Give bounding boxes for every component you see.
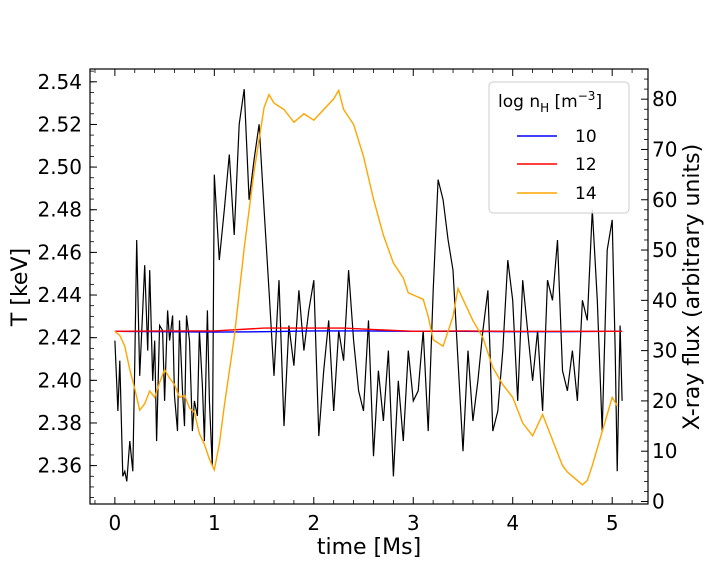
y-left-tick-label: 2.54 bbox=[37, 70, 82, 94]
x-tick-label: 2 bbox=[307, 511, 320, 535]
legend-title-sub: H bbox=[540, 101, 549, 115]
legend-title-sup: −3 bbox=[578, 89, 596, 103]
x-tick-label: 1 bbox=[208, 511, 221, 535]
series-line-xray-flux bbox=[114, 89, 623, 482]
axis-ticks: 0 1 2 3 4 52.362.382.402.422.442.462.482.502.… bbox=[37, 69, 677, 535]
x-tick-label: 4 bbox=[506, 511, 519, 535]
y-right-tick-label: 20 bbox=[652, 389, 677, 413]
series-line-12 bbox=[114, 327, 623, 333]
y-right-tick-label: 30 bbox=[652, 339, 677, 363]
y-left-tick-label: 2.44 bbox=[37, 283, 82, 307]
x-tick-label: 5 bbox=[606, 511, 619, 535]
legend-title: log nH [m−3] bbox=[498, 89, 602, 115]
legend-label-12: 12 bbox=[575, 155, 597, 175]
y-left-tick-label: 2.38 bbox=[37, 411, 82, 435]
y-axis-right-label: X-ray flux (arbitrary units) bbox=[680, 144, 705, 430]
y-right-tick-label: 10 bbox=[652, 439, 677, 463]
legend-label-14: 14 bbox=[575, 184, 597, 204]
y-right-tick-label: 0 bbox=[652, 489, 665, 513]
legend: log nH [m−3] 10 12 14 bbox=[488, 81, 630, 214]
x-tick-label: 3 bbox=[407, 511, 420, 535]
y-right-tick-label: 70 bbox=[652, 137, 677, 161]
x-axis-label: time [Ms] bbox=[317, 535, 421, 560]
y-left-tick-label: 2.36 bbox=[37, 454, 82, 478]
x-tick-label: 0 bbox=[108, 511, 121, 535]
series-line-14 bbox=[114, 88, 618, 486]
y-left-tick-label: 2.52 bbox=[37, 112, 82, 136]
plot-content bbox=[114, 88, 623, 486]
y-left-tick-label: 2.48 bbox=[37, 198, 82, 222]
legend-label-10: 10 bbox=[575, 127, 597, 147]
legend-frame bbox=[488, 81, 630, 214]
y-right-tick-label: 50 bbox=[652, 238, 677, 262]
y-right-tick-label: 60 bbox=[652, 188, 677, 212]
y-left-tick-label: 2.50 bbox=[37, 155, 82, 179]
y-left-tick-label: 2.42 bbox=[37, 326, 82, 350]
plot-frame bbox=[89, 68, 649, 505]
y-axis-left-label: T [keV] bbox=[8, 248, 33, 327]
y-right-tick-label: 40 bbox=[652, 288, 677, 312]
y-left-tick-label: 2.40 bbox=[37, 368, 82, 392]
y-left-tick-label: 2.46 bbox=[37, 240, 82, 264]
y-right-tick-label: 80 bbox=[652, 87, 677, 111]
